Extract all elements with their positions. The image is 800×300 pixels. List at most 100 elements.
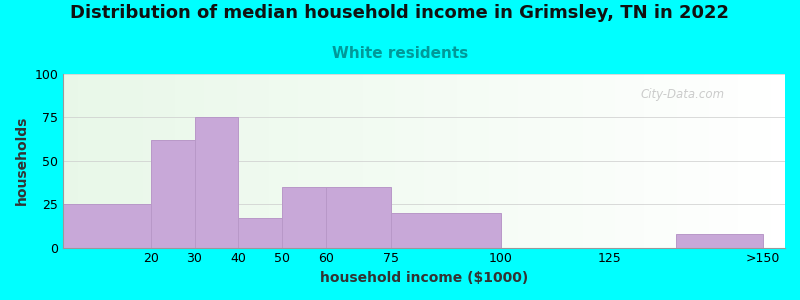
Bar: [345, 74, 348, 247]
Bar: [125, 74, 128, 247]
Bar: [282, 187, 326, 248]
Bar: [749, 74, 753, 247]
Bar: [67, 74, 70, 247]
Bar: [598, 74, 601, 247]
Bar: [266, 74, 269, 247]
Bar: [702, 74, 706, 247]
Bar: [132, 74, 135, 247]
Bar: [482, 74, 486, 247]
Bar: [273, 74, 276, 247]
Bar: [309, 74, 312, 247]
Text: City-Data.com: City-Data.com: [641, 88, 725, 101]
Bar: [74, 74, 78, 247]
Bar: [193, 74, 197, 247]
Bar: [237, 74, 240, 247]
Bar: [720, 74, 724, 247]
Bar: [503, 74, 507, 247]
Bar: [381, 74, 385, 247]
Bar: [110, 74, 114, 247]
Bar: [334, 74, 338, 247]
Bar: [467, 74, 471, 247]
Bar: [290, 74, 294, 247]
Bar: [218, 74, 222, 247]
Bar: [186, 74, 190, 247]
Bar: [287, 74, 290, 247]
Bar: [392, 74, 395, 247]
Bar: [435, 74, 438, 247]
Bar: [326, 74, 330, 247]
Bar: [694, 74, 698, 247]
Bar: [651, 74, 655, 247]
Bar: [734, 74, 738, 247]
Bar: [533, 74, 536, 247]
Bar: [536, 74, 540, 247]
Bar: [583, 74, 586, 247]
Bar: [763, 74, 767, 247]
Bar: [782, 74, 785, 247]
Bar: [489, 74, 493, 247]
Bar: [319, 74, 323, 247]
Bar: [565, 74, 569, 247]
Bar: [540, 74, 543, 247]
Bar: [92, 74, 96, 247]
Bar: [121, 74, 125, 247]
Bar: [139, 74, 142, 247]
Bar: [428, 74, 431, 247]
Bar: [550, 74, 554, 247]
Bar: [89, 74, 92, 247]
Bar: [457, 74, 460, 247]
Bar: [258, 74, 262, 247]
Bar: [727, 74, 731, 247]
Bar: [453, 74, 457, 247]
Bar: [753, 74, 756, 247]
Bar: [316, 74, 319, 247]
Bar: [442, 74, 446, 247]
Bar: [486, 74, 489, 247]
Bar: [634, 74, 637, 247]
Bar: [150, 140, 194, 247]
Bar: [590, 74, 594, 247]
Bar: [399, 74, 402, 247]
Bar: [507, 74, 510, 247]
Bar: [706, 74, 710, 247]
Text: White residents: White residents: [332, 46, 468, 62]
Bar: [414, 74, 417, 247]
Bar: [666, 74, 670, 247]
Bar: [85, 74, 89, 247]
Bar: [724, 74, 727, 247]
Bar: [514, 74, 518, 247]
Bar: [190, 74, 193, 247]
Bar: [395, 74, 399, 247]
Bar: [710, 74, 713, 247]
Bar: [742, 74, 746, 247]
Bar: [197, 74, 201, 247]
Bar: [366, 74, 370, 247]
Bar: [78, 74, 82, 247]
Bar: [673, 74, 677, 247]
Bar: [262, 74, 266, 247]
Bar: [518, 74, 522, 247]
Bar: [70, 74, 74, 247]
Bar: [226, 74, 230, 247]
Bar: [474, 74, 478, 247]
Bar: [352, 74, 355, 247]
Bar: [493, 74, 496, 247]
Bar: [760, 74, 763, 247]
Bar: [731, 74, 734, 247]
Bar: [363, 74, 366, 247]
Y-axis label: households: households: [15, 116, 29, 206]
Bar: [774, 74, 778, 247]
Bar: [359, 74, 363, 247]
Bar: [612, 74, 615, 247]
Bar: [254, 74, 258, 247]
Bar: [608, 74, 612, 247]
Bar: [438, 74, 442, 247]
Bar: [510, 74, 514, 247]
Bar: [684, 74, 687, 247]
Bar: [746, 74, 749, 247]
Bar: [698, 74, 702, 247]
Bar: [355, 74, 359, 247]
Bar: [305, 74, 309, 247]
Bar: [464, 74, 467, 247]
Bar: [500, 74, 503, 247]
